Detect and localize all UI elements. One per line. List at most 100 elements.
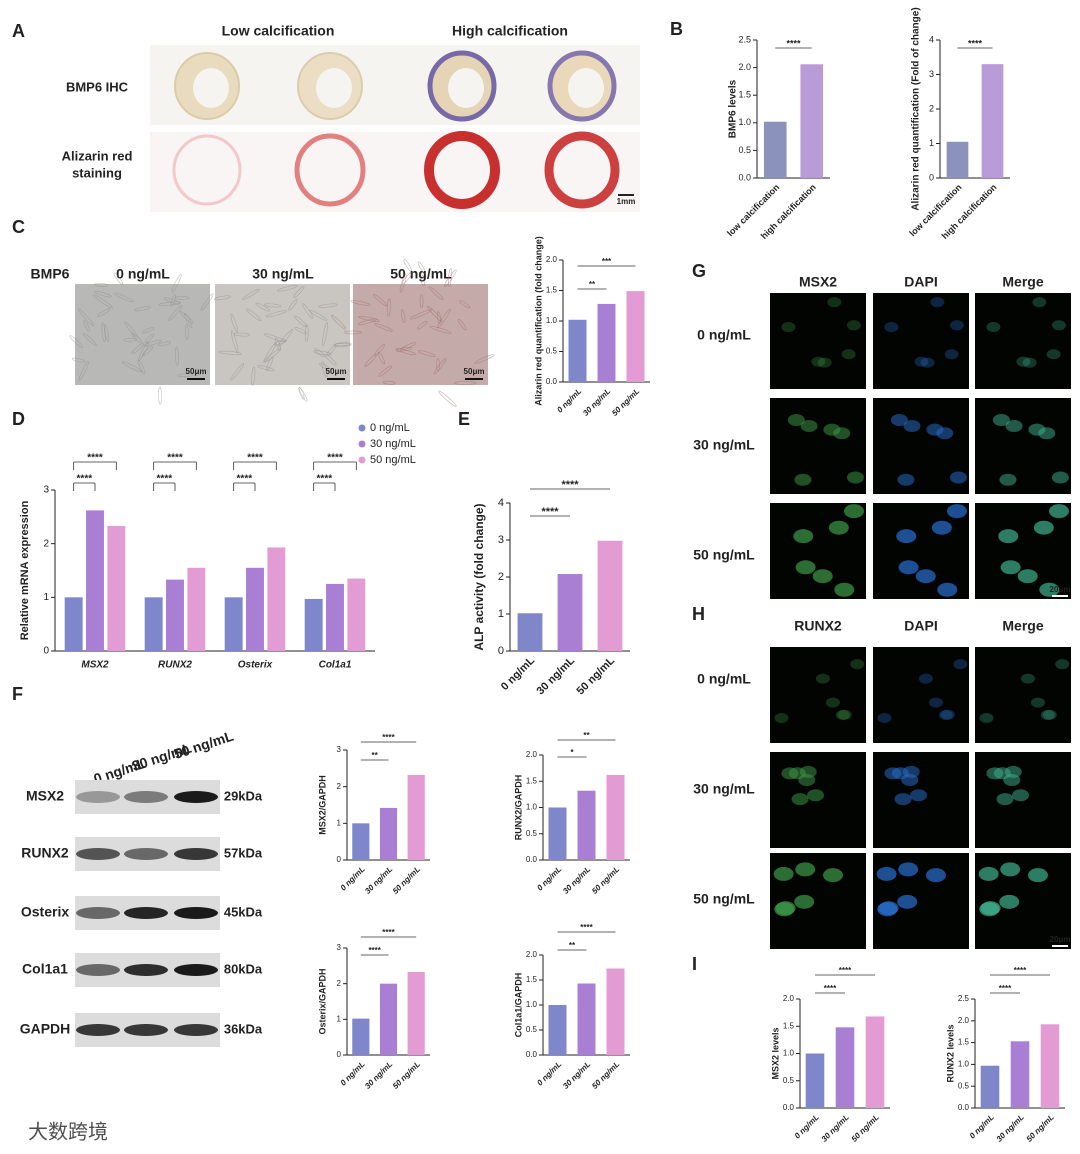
y-axis-label: Col1a1/GAPDH xyxy=(513,973,523,1038)
x-tick-label: 30 ng/mL xyxy=(561,1059,592,1090)
x-tick-label: MSX2 xyxy=(81,660,109,671)
nucleus xyxy=(791,793,809,806)
x-tick-label: 50 ng/mL xyxy=(590,864,621,895)
channel-header: Merge xyxy=(1002,274,1043,290)
y-tick-label: 1.0 xyxy=(958,1060,970,1069)
cell xyxy=(395,348,417,356)
bar xyxy=(597,303,616,382)
y-tick-label: 0 xyxy=(929,172,934,182)
cell xyxy=(377,351,385,365)
cell xyxy=(403,259,412,272)
cell xyxy=(158,301,182,306)
fluorescence-image xyxy=(873,503,969,599)
y-axis-label: MSX2 levels xyxy=(770,1027,780,1079)
blot-band xyxy=(174,964,218,976)
blot-band xyxy=(174,791,218,803)
nucleus xyxy=(787,414,805,427)
cell xyxy=(158,386,162,405)
significance-label: **** xyxy=(317,474,333,485)
cell xyxy=(255,302,271,312)
bar xyxy=(606,774,625,860)
cell xyxy=(298,387,308,402)
cell xyxy=(131,343,145,354)
nucleus xyxy=(877,902,898,917)
y-tick-label: 0 xyxy=(337,1050,342,1059)
y-tick-label: 0.0 xyxy=(526,855,538,864)
nucleus xyxy=(996,793,1014,806)
bar xyxy=(548,807,567,860)
cell xyxy=(97,308,111,317)
scale-bar-label: 20μm xyxy=(1050,585,1071,594)
cell xyxy=(458,318,467,331)
cell xyxy=(334,342,352,347)
column-header: Low calcification xyxy=(222,23,335,39)
fluorescence-image xyxy=(975,293,1071,389)
nucleus xyxy=(946,504,967,519)
cell xyxy=(263,303,282,308)
significance-label: ** xyxy=(589,280,596,289)
nucleus xyxy=(925,868,946,883)
nucleus xyxy=(837,709,852,720)
cell xyxy=(426,305,443,322)
significance-label: * xyxy=(570,748,574,757)
y-tick-label: 2 xyxy=(337,979,342,988)
panel-label: B xyxy=(670,19,683,39)
nucleus xyxy=(914,356,929,367)
bar xyxy=(1040,1024,1060,1108)
nucleus xyxy=(1038,427,1056,440)
blot-band xyxy=(76,964,120,976)
nucleus xyxy=(999,894,1020,909)
row-label: BMP6 xyxy=(31,266,70,282)
cell xyxy=(134,306,151,312)
nucleus xyxy=(794,894,815,909)
cell xyxy=(358,315,380,322)
panel-label: G xyxy=(692,261,706,281)
y-axis-label: RUNX2/GAPDH xyxy=(513,775,523,841)
y-tick-label: 0.5 xyxy=(738,145,751,155)
x-tick-label: 30 ng/mL xyxy=(995,1112,1026,1143)
panel-label: F xyxy=(12,684,23,704)
significance-label: **** xyxy=(1014,966,1027,975)
nucleus xyxy=(928,697,943,708)
bar xyxy=(246,567,264,651)
nucleus xyxy=(833,427,851,440)
cell xyxy=(171,274,182,293)
fluorescence-image xyxy=(770,503,866,599)
cell xyxy=(374,343,385,356)
cell xyxy=(350,300,371,306)
scale-bar-label: 1mm xyxy=(617,197,636,206)
cell xyxy=(168,305,183,321)
cell xyxy=(293,286,305,298)
bar xyxy=(517,613,543,651)
cell xyxy=(429,326,452,334)
nucleus xyxy=(800,419,818,432)
nucleus xyxy=(897,473,915,486)
cell xyxy=(304,324,309,342)
cell xyxy=(265,310,287,318)
fluorescence-image xyxy=(873,293,969,389)
bar xyxy=(352,1018,370,1055)
legend-label: 30 ng/mL xyxy=(370,438,416,450)
y-tick-label: 0.0 xyxy=(546,377,558,386)
y-tick-label: 1 xyxy=(498,608,504,620)
nucleus xyxy=(794,473,812,486)
cell xyxy=(71,357,86,363)
significance-label: **** xyxy=(580,923,593,932)
significance-label: *** xyxy=(602,257,612,266)
nucleus xyxy=(774,712,789,723)
cell xyxy=(157,341,171,347)
nucleus xyxy=(898,862,919,877)
cell xyxy=(242,288,260,300)
bar xyxy=(379,983,398,1055)
y-axis-label: BMP6 levels xyxy=(728,79,739,138)
bar xyxy=(352,823,370,860)
row-label: Alizarin red xyxy=(62,148,133,163)
y-tick-label: 2.5 xyxy=(958,994,970,1003)
y-axis-label: ALP activity (fold change) xyxy=(472,503,486,650)
cell xyxy=(378,365,393,377)
nucleus xyxy=(894,793,912,806)
nucleus xyxy=(897,894,918,909)
y-tick-label: 2.0 xyxy=(526,750,538,759)
nucleus xyxy=(949,320,964,331)
size-label: 80kDa xyxy=(224,961,263,976)
